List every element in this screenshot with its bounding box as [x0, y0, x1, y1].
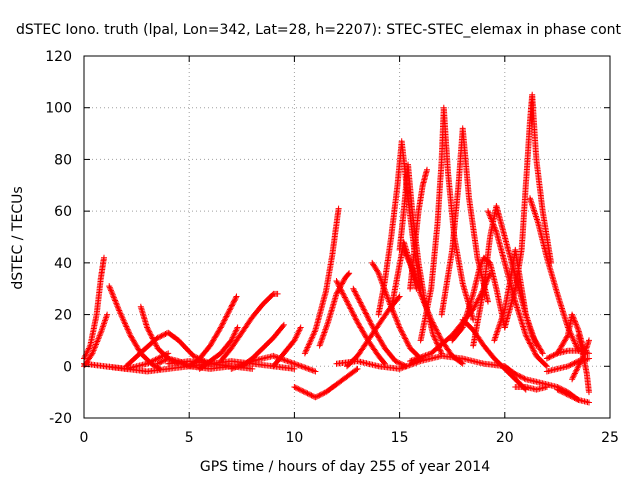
x-tick-label: 20: [496, 430, 514, 446]
y-tick-label: 80: [54, 152, 72, 168]
x-tick-label: 0: [80, 430, 89, 446]
y-tick-label: 0: [63, 359, 72, 375]
y-tick-label: 60: [54, 204, 72, 220]
series-31: [459, 316, 529, 393]
chart-title: dSTEC Iono. truth (lpal, Lon=342, Lat=28…: [16, 22, 622, 38]
series-36: [527, 195, 582, 354]
data-point-markers: [543, 347, 592, 362]
series-45: [102, 358, 298, 375]
x-tick-label: 5: [185, 430, 194, 446]
y-tick-label: 100: [45, 101, 72, 117]
x-tick-label: 10: [285, 430, 303, 446]
plot-frame: [83, 55, 611, 419]
series-26: [407, 166, 430, 292]
x-tick-label: 15: [391, 430, 409, 446]
series-37: [512, 384, 550, 393]
y-tick-label: -20: [49, 411, 72, 427]
series-16: [301, 205, 342, 357]
series-35: [501, 91, 555, 331]
x-axis-label: GPS time / hours of day 255 of year 2014: [200, 459, 490, 475]
axis-ticks: 0 5 10 15 20 25 -20 0 20 40 60 80 100 120: [45, 49, 619, 446]
series-44: [543, 347, 592, 362]
y-tick-label: 120: [45, 49, 72, 65]
y-tick-label: 40: [54, 256, 72, 272]
x-tick-label: 25: [601, 430, 619, 446]
data-point-markers: [301, 205, 342, 357]
data-point-markers: [217, 290, 281, 365]
data-point-markers: [291, 365, 361, 401]
y-tick-label: 20: [54, 308, 72, 324]
series-1: [81, 254, 107, 362]
series-18: [333, 278, 388, 367]
data-series: [81, 91, 592, 406]
series-11: [217, 290, 281, 365]
data-point-markers: [407, 166, 430, 292]
data-point-markers: [81, 254, 107, 362]
data-point-markers: [102, 358, 298, 375]
data-point-markers: [554, 386, 592, 406]
data-point-markers: [527, 195, 582, 354]
data-point-markers: [333, 278, 388, 367]
data-point-markers: [333, 352, 508, 372]
data-point-markers: [512, 384, 550, 393]
series-20: [350, 285, 409, 370]
data-point-markers: [350, 285, 409, 370]
data-point-markers: [501, 91, 555, 331]
y-axis-label: dSTEC / TECUs: [10, 186, 26, 289]
series-28: [417, 104, 477, 344]
series-15: [291, 365, 361, 401]
series-43: [554, 386, 592, 406]
data-point-markers: [106, 283, 163, 372]
data-point-markers: [417, 104, 477, 344]
series-4: [106, 283, 163, 372]
series-46: [333, 352, 508, 372]
data-point-markers: [459, 316, 529, 393]
